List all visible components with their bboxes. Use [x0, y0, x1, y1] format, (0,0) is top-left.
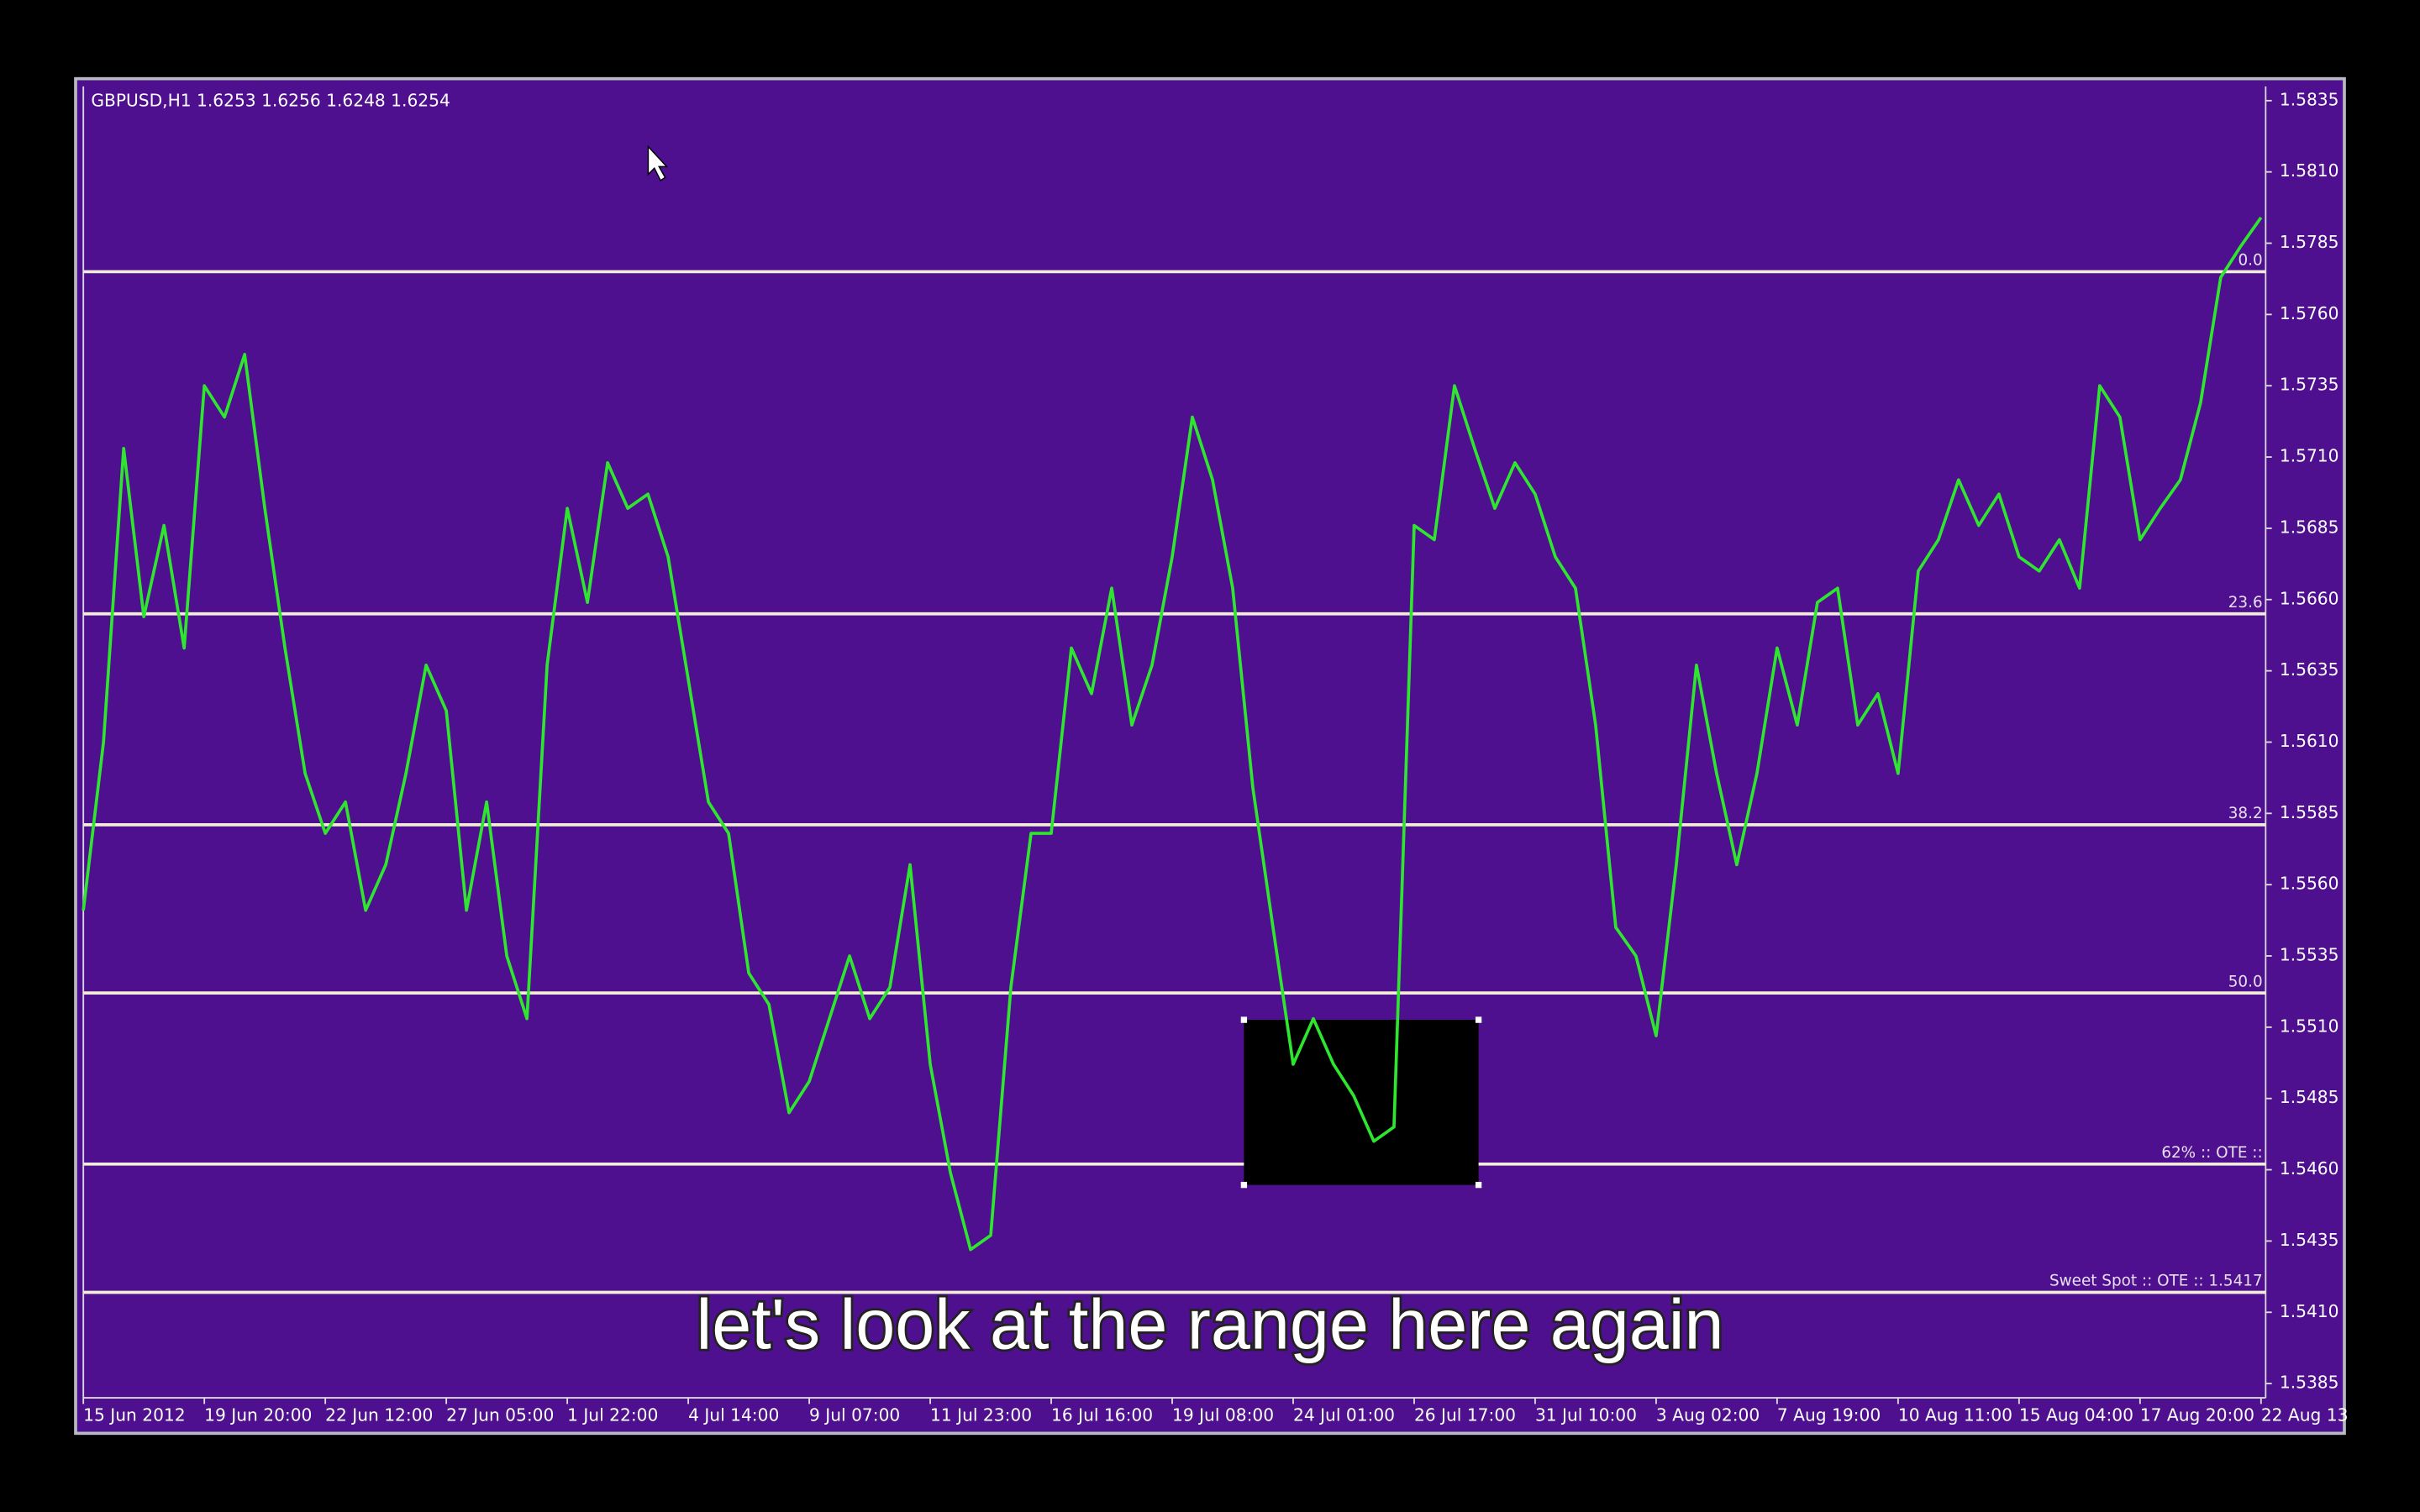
- y-tick-label: 1.5585: [2280, 802, 2339, 822]
- x-tick-label: 31 Jul 10:00: [1535, 1405, 1637, 1425]
- y-tick-label: 1.5785: [2280, 232, 2339, 252]
- chart-frame: [74, 76, 2346, 1436]
- y-tick-label: 1.5810: [2280, 160, 2339, 181]
- y-tick-label: 1.5735: [2280, 375, 2339, 395]
- fib-level-label: 23.6: [2228, 594, 2263, 612]
- x-tick-label: 16 Jul 16:00: [1051, 1405, 1153, 1425]
- fib-level-label: 38.2: [2228, 805, 2263, 822]
- x-tick-label: 1 Jul 22:00: [567, 1405, 658, 1425]
- handle: [1475, 1181, 1482, 1189]
- fib-level-label: 62% :: OTE ::: [2161, 1144, 2262, 1162]
- range-box: [1240, 1016, 1482, 1189]
- y-tick-label: 1.5535: [2280, 945, 2339, 965]
- x-tick-label: 17 Aug 20:00: [2140, 1405, 2254, 1425]
- fib-level-label: 0.0: [2238, 252, 2262, 270]
- y-tick-label: 1.5485: [2280, 1087, 2339, 1107]
- x-tick-label: 24 Jul 01:00: [1293, 1405, 1395, 1425]
- x-tick-label: 22 Jun 12:00: [325, 1405, 433, 1425]
- x-tick-label: 27 Jun 05:00: [446, 1405, 554, 1425]
- x-tick-label: 15 Aug 04:00: [2019, 1405, 2133, 1425]
- price-series: [82, 216, 2263, 1252]
- y-tick-label: 1.5560: [2280, 874, 2339, 894]
- symbol-info: GBPUSD,H1 1.6253 1.6256 1.6248 1.6254: [91, 91, 450, 111]
- y-tick-label: 1.5660: [2280, 588, 2339, 608]
- fib-level-label: Sweet Spot :: OTE :: 1.5417: [2049, 1273, 2263, 1290]
- handle: [1240, 1181, 1248, 1189]
- x-tick-label: 19 Jun 20:00: [204, 1405, 312, 1425]
- x-tick-label: 22 Aug 13: [2261, 1405, 2349, 1425]
- y-tick-label: 1.5710: [2280, 446, 2339, 466]
- handle: [1475, 1016, 1482, 1023]
- axes: 1.5835 1.5810 1.5785 1.5760 1.5735 1.5710 1.56…: [82, 89, 2349, 1425]
- x-tick-label: 10 Aug 11:00: [1898, 1405, 2012, 1425]
- x-tick-label: 9 Jul 07:00: [809, 1405, 900, 1425]
- range-rect: [1244, 1020, 1479, 1185]
- y-tick-label: 1.5760: [2280, 303, 2339, 323]
- y-tick-label: 1.5435: [2280, 1230, 2339, 1250]
- fib-levels: 0.023.638.250.062% :: OTE ::Sweet Spot :…: [83, 252, 2266, 1294]
- x-tick-label: 26 Jul 17:00: [1414, 1405, 1516, 1425]
- x-tick-label: 4 Jul 14:00: [688, 1405, 779, 1425]
- handle: [1240, 1016, 1248, 1023]
- x-tick-label: 7 Aug 19:00: [1777, 1405, 1881, 1425]
- y-tick-label: 1.5410: [2280, 1301, 2339, 1321]
- y-tick-label: 1.5460: [2280, 1158, 2339, 1179]
- fib-level-label: 50.0: [2228, 973, 2263, 990]
- x-tick-label: 3 Aug 02:00: [1656, 1405, 1760, 1425]
- y-tick-label: 1.5385: [2280, 1373, 2339, 1393]
- subtitle: let's look at the range here again: [697, 1285, 1724, 1364]
- x-tick-label: 11 Jul 23:00: [930, 1405, 1032, 1425]
- x-tick-label: 15 Jun 2012: [83, 1405, 185, 1425]
- y-tick-label: 1.5835: [2280, 89, 2339, 109]
- x-tick-label: 19 Jul 08:00: [1172, 1405, 1274, 1425]
- y-tick-label: 1.5635: [2280, 659, 2339, 680]
- price-line: [82, 216, 2263, 1252]
- mouse-cursor: [647, 144, 669, 181]
- y-tick-label: 1.5685: [2280, 517, 2339, 537]
- y-tick-label: 1.5510: [2280, 1016, 2339, 1036]
- y-tick-label: 1.5610: [2280, 731, 2339, 751]
